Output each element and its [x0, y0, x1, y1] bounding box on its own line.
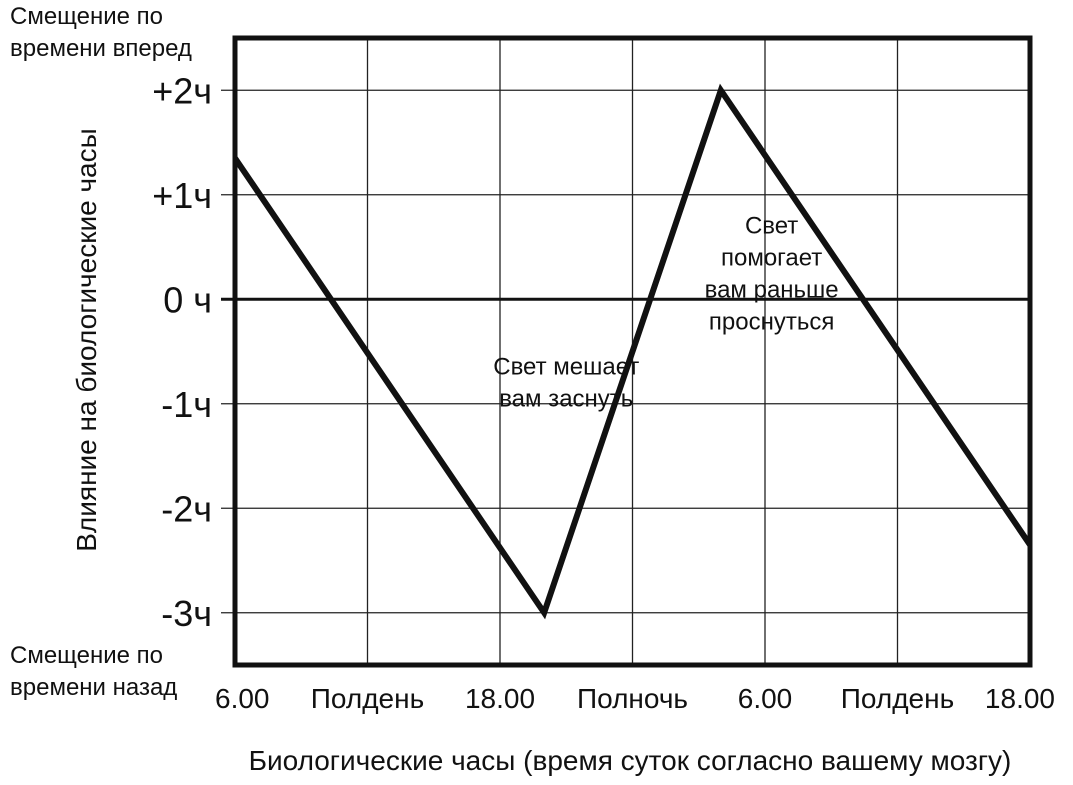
annotation-text: Свет помогает вам раньше проснуться [705, 212, 839, 335]
x-tick-label: 6.00 [215, 683, 270, 714]
grid [221, 38, 1031, 665]
x-tick-label: 18.00 [985, 683, 1055, 714]
y-tick-label: -1ч [161, 384, 212, 425]
x-tick-label: 6.00 [738, 683, 793, 714]
annotation-line: Свет [745, 212, 798, 239]
x-tick-label: Полдень [841, 683, 954, 714]
annotation-line: помогает [721, 244, 822, 271]
x-axis-label: Биологические часы (время суток согласно… [249, 745, 1012, 776]
bottom-note-line-2: времени назад [10, 674, 177, 701]
y-tick-label: +1ч [152, 175, 212, 216]
annotations: Свет мешает вам заснуть Свет помогает вам ра… [493, 212, 838, 412]
x-tick-label: 18.00 [465, 683, 535, 714]
y-tick-label: -2ч [161, 488, 212, 529]
y-tick-label: 0 ч [163, 279, 212, 320]
top-note-line-1: Смещение по [10, 3, 163, 30]
x-tick-label: Полдень [311, 683, 424, 714]
annotation-line: проснуться [709, 308, 834, 335]
annotation-text: Свет мешает вам заснуть [493, 353, 639, 412]
annotation-line: вам заснуть [499, 385, 633, 412]
annotation-line: вам раньше [705, 276, 839, 303]
plot-frame [232, 35, 1033, 668]
y-tick-label: -3ч [161, 593, 212, 634]
y-axis-label: Влияние на биологические часы [71, 128, 102, 552]
x-tick-label: Полночь [577, 683, 688, 714]
y-tick-labels: +2ч +1ч 0 ч -1ч -2ч -3ч [152, 70, 212, 634]
x-tick-labels: 6.00 Полдень 18.00 Полночь 6.00 Полдень 18.00 [215, 683, 1055, 714]
bottom-note-line-1: Смещение по [10, 642, 163, 669]
y-tick-label: +2ч [152, 70, 212, 111]
series-line [232, 83, 1033, 620]
top-note-line-2: времени вперед [10, 35, 192, 62]
annotation-line: Свет мешает [493, 353, 639, 380]
